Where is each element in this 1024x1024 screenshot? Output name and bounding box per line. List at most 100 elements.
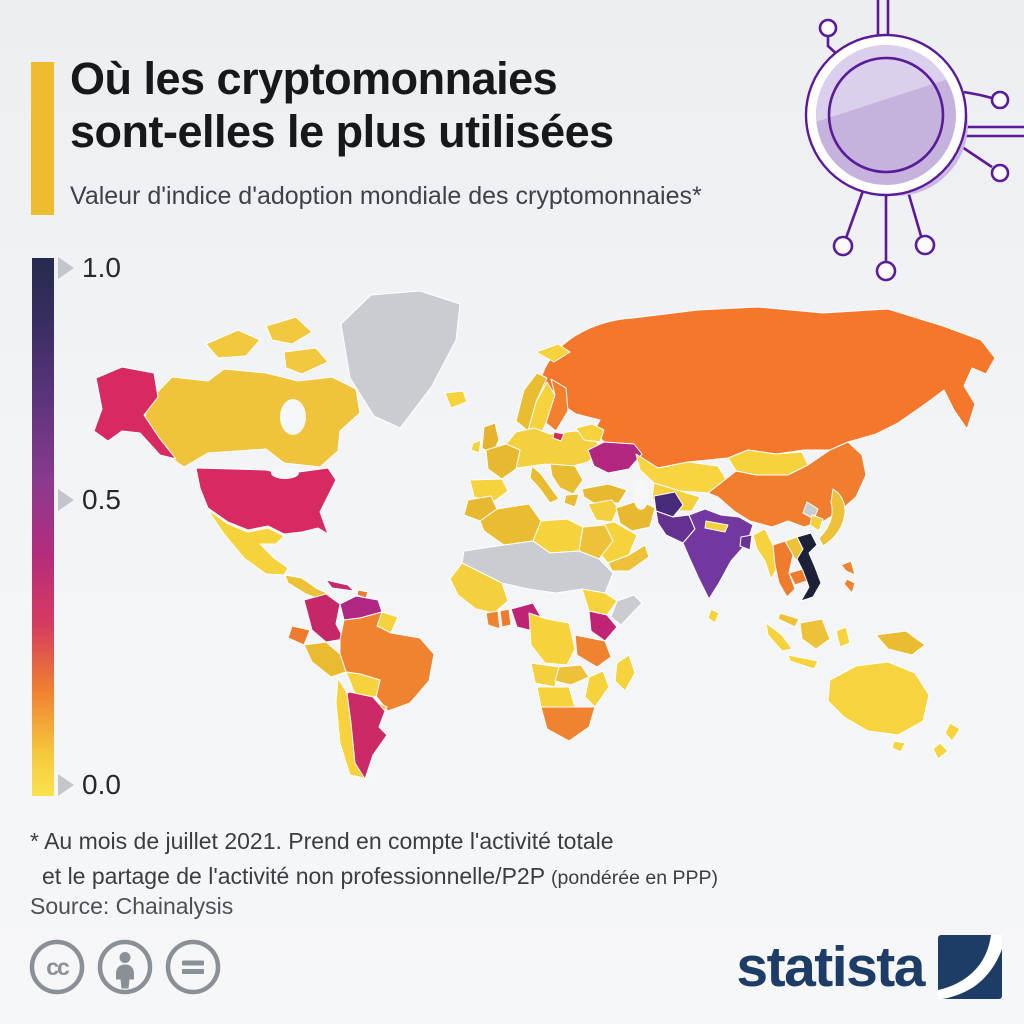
- region-alaska: [93, 366, 177, 460]
- footnote-ppp: (pondérée en PPP): [551, 867, 718, 889]
- attribution-person-icon: [97, 939, 153, 995]
- region-bangladesh: [739, 534, 753, 551]
- legend-tick-min: 0.0: [58, 769, 121, 801]
- statista-logo: statista: [736, 934, 1002, 1000]
- region-ghana: [485, 610, 501, 630]
- source-label: Source: Chainalysis: [30, 893, 234, 919]
- circuit-traces: [826, 0, 1024, 262]
- great-lakes: [271, 467, 299, 479]
- footnote-line-1: * Au mois de juillet 2021. Prend en comp…: [30, 828, 614, 854]
- map-regions: [93, 290, 996, 780]
- region-afghanistan: [653, 491, 684, 518]
- region-ukraine: [587, 441, 643, 474]
- region-ethiopia: [581, 588, 618, 616]
- region-colombia: [303, 593, 345, 643]
- region-usa: [195, 467, 337, 535]
- region-tanzania: [574, 634, 612, 668]
- title-accent-bar: [31, 62, 54, 215]
- region-mozambique: [584, 670, 610, 708]
- circuit-nodes: [818, 18, 1010, 282]
- region-vietnam: [796, 532, 822, 602]
- region-japan: [818, 488, 846, 547]
- region-baltic-state: [552, 431, 565, 442]
- region-central-europe: [505, 427, 603, 469]
- region-greenland: [340, 290, 461, 429]
- page-title: Où les cryptomonnaies sont-elles le plus…: [70, 52, 614, 158]
- region-ecuador: [287, 625, 311, 646]
- region-south-korea: [809, 514, 824, 532]
- region-thailand: [772, 540, 796, 598]
- legend-tick-max: 1.0: [58, 252, 121, 284]
- region-indonesia-borneo: [799, 618, 831, 650]
- region-sri-lanka: [707, 608, 720, 624]
- region-bolivia: [345, 671, 381, 698]
- footnote: * Au mois de juillet 2021. Prend en comp…: [30, 824, 718, 896]
- region-togo-benin: [499, 608, 512, 628]
- water-bodies: [271, 399, 649, 510]
- region-kenya: [588, 610, 618, 642]
- region-china: [707, 441, 867, 528]
- legend-max-label: 1.0: [82, 252, 121, 283]
- coin-outer-ring: [804, 33, 968, 197]
- region-svalbard: [535, 343, 571, 363]
- region-ireland: [470, 439, 482, 454]
- color-scale-bar: [32, 258, 54, 796]
- page-subtitle: Valeur d'indice d'adoption mondiale des …: [70, 182, 702, 210]
- region-india: [682, 508, 754, 600]
- cc-license-badges: cc: [28, 938, 222, 996]
- region-nepal: [704, 520, 729, 533]
- region-south-africa: [540, 706, 596, 742]
- region-papua-new-guinea: [875, 630, 926, 656]
- statista-logo-mark: [938, 935, 1002, 999]
- region-canada: [143, 368, 361, 468]
- region-iraq-levant: [587, 499, 619, 523]
- legend-mid-label: 0.5: [82, 484, 121, 515]
- region-turkey: [581, 483, 628, 504]
- region-yemen-oman: [607, 544, 650, 572]
- title-line-1: Où les cryptomonnaies: [70, 53, 558, 104]
- title-line-2: sont-elles le plus utilisées: [70, 106, 614, 157]
- world-choropleth-map: [88, 282, 1010, 802]
- region-new-zealand: [944, 722, 961, 742]
- region-italy: [529, 465, 560, 504]
- region-malaysia: [777, 612, 800, 628]
- crypto-coin-illustration: [797, 0, 1024, 282]
- region-philippines: [843, 578, 856, 594]
- region-finland: [545, 378, 569, 432]
- region-dr-congo: [528, 612, 576, 666]
- hudson-bay: [280, 399, 306, 435]
- caspian-sea: [633, 478, 649, 510]
- region-cuba: [325, 579, 355, 592]
- no-derivatives-icon: [165, 939, 221, 995]
- region-indonesia-java: [787, 654, 819, 670]
- region-madagascar: [614, 654, 636, 692]
- region-indonesia-sulawesi: [835, 626, 851, 648]
- region-argentina: [346, 691, 388, 780]
- region-iceland: [444, 390, 468, 409]
- region-balkans: [549, 463, 584, 495]
- region-somalia: [610, 594, 643, 626]
- region-greece: [563, 493, 580, 508]
- region-australia: [827, 661, 930, 736]
- legend-min-label: 0.0: [82, 769, 121, 800]
- coin-inner-ring: [827, 56, 945, 174]
- region-baltics: [575, 423, 605, 443]
- region-arctic-islands: [265, 316, 313, 345]
- region-zambia: [554, 664, 590, 686]
- region-arctic-islands: [283, 347, 329, 375]
- svg-text:cc: cc: [46, 954, 70, 980]
- statista-wordmark: statista: [736, 935, 925, 999]
- region-arctic-islands: [205, 329, 261, 359]
- region-indonesia-sumatra: [765, 622, 793, 652]
- cc-icon: cc: [29, 939, 85, 995]
- triangle-marker-icon: [58, 774, 74, 796]
- region-france: [485, 443, 521, 480]
- legend-tick-mid: 0.5: [58, 484, 121, 516]
- footnote-line-2: et le partage de l'activité non professi…: [42, 863, 718, 889]
- region-myanmar: [752, 528, 780, 580]
- region-iberia: [469, 478, 509, 504]
- region-angola: [530, 662, 560, 688]
- region-mexico: [207, 509, 289, 576]
- region-philippines: [840, 560, 856, 576]
